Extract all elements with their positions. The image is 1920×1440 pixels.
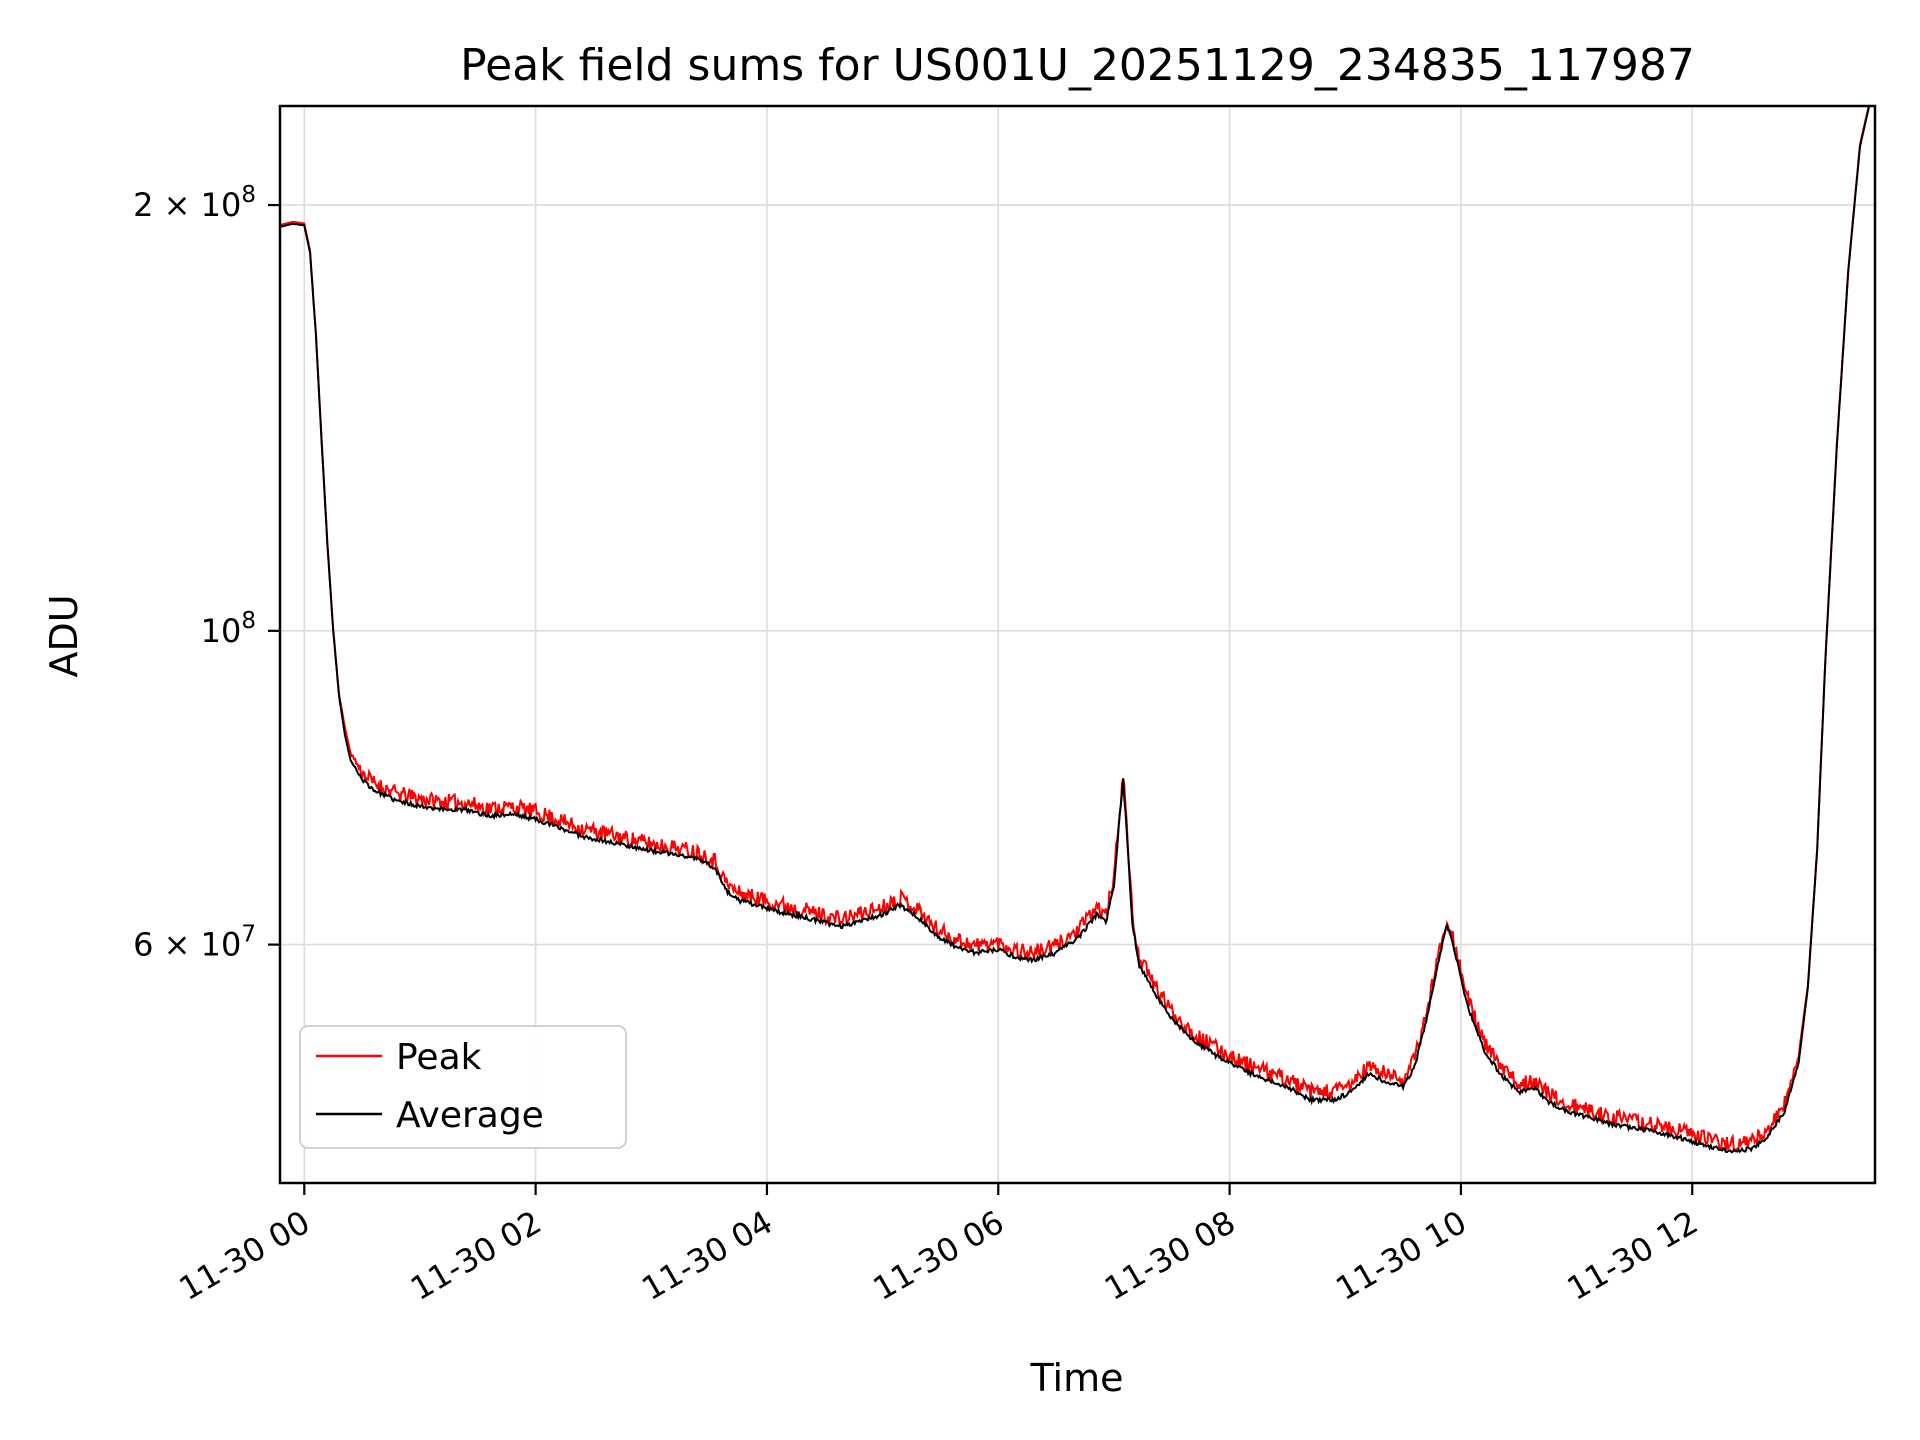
- series-average-line: [280, 106, 1871, 1154]
- x-axis-label: Time: [1030, 1356, 1124, 1400]
- x-tick-label: 11-30 12: [1561, 1203, 1705, 1308]
- legend-label-average: Average: [396, 1095, 544, 1136]
- x-tick-label: 11-30 08: [1098, 1203, 1242, 1308]
- y-tick-label: 108: [201, 608, 256, 650]
- plot-border: [278, 104, 1877, 1185]
- x-tick-label: 11-30 06: [867, 1203, 1011, 1308]
- x-tick-label: 11-30 10: [1329, 1203, 1473, 1308]
- series-group: [280, 106, 1871, 1154]
- x-tick-label: 11-30 02: [404, 1203, 548, 1308]
- y-tick-label: 2 × 108: [133, 182, 256, 224]
- chart-title: Peak field sums for US001U_20251129_2348…: [460, 40, 1695, 91]
- y-tick-label: 6 × 107: [133, 922, 256, 964]
- x-tick-label: 11-30 00: [173, 1203, 317, 1308]
- x-tick-label: 11-30 04: [635, 1203, 779, 1308]
- legend-label-peak: Peak: [396, 1037, 482, 1078]
- series-peak-line: [280, 106, 1870, 1153]
